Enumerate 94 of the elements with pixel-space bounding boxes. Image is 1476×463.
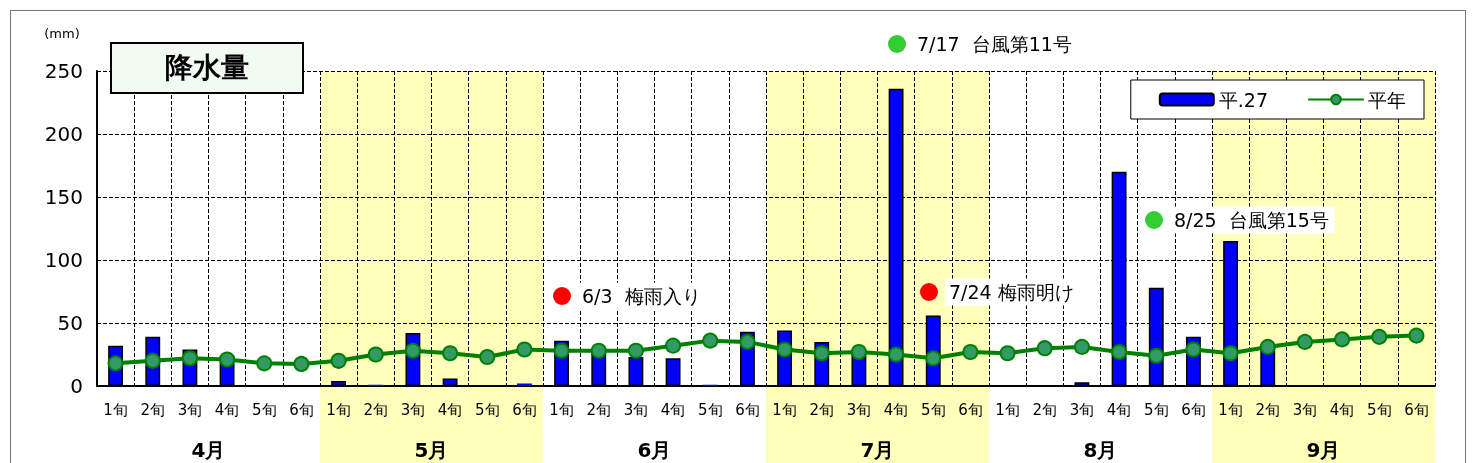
x-tick-label: 6旬: [1181, 400, 1206, 419]
x-tick-label: 2旬: [1255, 400, 1281, 419]
x-tick-label: 5旬: [1366, 400, 1392, 419]
x-tick-label: 4旬: [1329, 400, 1355, 419]
point: [665, 337, 682, 354]
x-tick-label: 1旬: [995, 400, 1020, 419]
point: [293, 355, 310, 372]
annotation: 8/25 台風第15号: [1174, 209, 1329, 231]
x-tick-label: 6旬: [1404, 400, 1429, 419]
point: [1334, 331, 1351, 348]
x-tick-label: 5旬: [1143, 400, 1169, 419]
point: [1185, 341, 1202, 358]
point: [702, 332, 719, 349]
point: [107, 355, 124, 372]
annotation: 6/3 梅雨入り: [582, 285, 701, 307]
y-tick-label: 250: [44, 59, 83, 83]
legend-label: 平.27: [1218, 88, 1268, 111]
point: [553, 342, 570, 359]
y-tick-label: 150: [44, 185, 83, 209]
x-tick-label: 1旬: [103, 400, 128, 419]
x-tick-label: 3旬: [846, 400, 872, 419]
x-tick-label: 2旬: [586, 400, 612, 419]
point: [1222, 345, 1239, 362]
point: [442, 345, 459, 362]
y-tick-label: 0: [70, 374, 83, 398]
x-tick-label: 4旬: [1106, 400, 1132, 419]
x-tick-label: 3旬: [177, 400, 203, 419]
x-tick-label: 6旬: [958, 400, 983, 419]
point: [516, 341, 533, 358]
x-tick-label: 5旬: [251, 400, 277, 419]
x-tick-label: 4旬: [437, 400, 463, 419]
x-tick-label: 2旬: [1032, 400, 1058, 419]
text: 5月: [414, 438, 449, 462]
annotation: 7/24 梅雨明け: [949, 281, 1074, 303]
x-tick-label: 6旬: [512, 400, 537, 419]
text: 8月: [1083, 438, 1118, 462]
x-tick-label: 6旬: [735, 400, 760, 419]
x-tick-label: 1旬: [549, 400, 574, 419]
point: [739, 333, 756, 350]
x-tick-label: 5旬: [697, 400, 723, 419]
point: [925, 350, 942, 367]
chart-title: 降水量: [165, 50, 249, 86]
x-tick-label: 3旬: [400, 400, 426, 419]
point: [219, 351, 236, 368]
x-tick-label: 5旬: [920, 400, 946, 419]
point: [776, 341, 793, 358]
point: [330, 352, 347, 369]
x-tick-label: 3旬: [1292, 400, 1318, 419]
y-tick-label: 100: [44, 248, 83, 272]
x-tick-label: 4旬: [214, 400, 240, 419]
x-tick-label: 3旬: [1069, 400, 1095, 419]
x-tick-label: 2旬: [140, 400, 166, 419]
point: [1148, 347, 1165, 364]
point: [813, 345, 830, 362]
y-tick-label: 50: [57, 311, 83, 335]
point: [367, 346, 384, 363]
text: 7月: [860, 438, 895, 462]
x-tick-label: 1旬: [1218, 400, 1243, 419]
point: [962, 343, 979, 360]
point: [888, 346, 905, 363]
x-tick-label: 1旬: [326, 400, 351, 419]
y-tick-label: 200: [44, 122, 83, 146]
point: [144, 352, 161, 369]
point: [1296, 333, 1313, 350]
text: 9月: [1306, 438, 1341, 462]
text: 7/17 台風第11号: [917, 33, 1072, 55]
point: [1408, 327, 1425, 344]
title-frame: 降水量: [110, 42, 304, 94]
x-tick-label: 4旬: [883, 400, 909, 419]
text: 6月: [637, 438, 672, 462]
point: [850, 343, 867, 360]
point: [590, 342, 607, 359]
point: [1111, 343, 1128, 360]
bar: [516, 383, 532, 386]
text: 4月: [191, 438, 226, 462]
point: [1259, 338, 1276, 355]
x-tick-label: 2旬: [809, 400, 835, 419]
point: [999, 345, 1016, 362]
legend-label: 平年: [1368, 88, 1406, 111]
y-axis-title: (mm): [44, 25, 80, 41]
point: [627, 342, 644, 359]
x-tick-label: 6旬: [289, 400, 314, 419]
x-tick-label: 3旬: [623, 400, 649, 419]
point: [404, 342, 421, 359]
point: [1371, 328, 1388, 345]
x-tick-label: 2旬: [363, 400, 389, 419]
point: [479, 349, 496, 366]
point: [1036, 340, 1053, 357]
point: [181, 350, 198, 367]
x-tick-label: 1旬: [772, 400, 797, 419]
point: [1073, 338, 1090, 355]
point: [256, 355, 273, 372]
x-tick-label: 4旬: [660, 400, 686, 419]
x-tick-label: 5旬: [474, 400, 500, 419]
